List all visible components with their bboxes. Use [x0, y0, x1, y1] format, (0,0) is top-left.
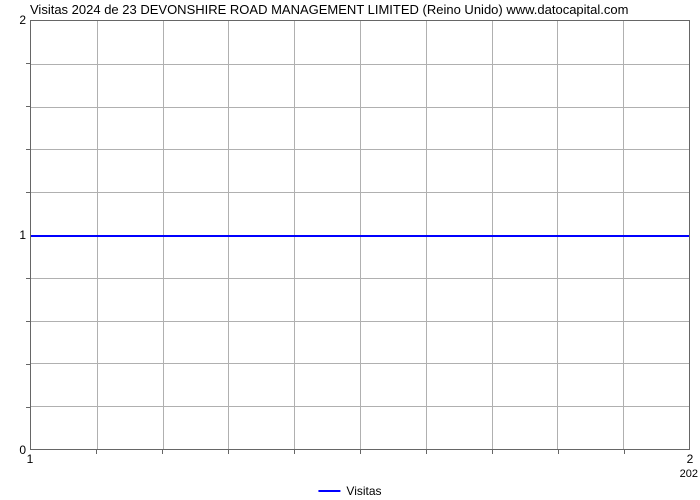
x-tick-minor — [96, 450, 97, 454]
grid-h — [31, 64, 689, 65]
series-line-visitas — [31, 235, 689, 237]
x-tick-label: 2 — [687, 452, 694, 466]
x-tick-minor — [294, 450, 295, 454]
grid-h — [31, 406, 689, 407]
x-tick-minor — [162, 450, 163, 454]
legend: Visitas — [318, 484, 381, 498]
x-tick-minor — [558, 450, 559, 454]
y-tick-label: 2 — [19, 13, 26, 27]
x-tick-minor — [360, 450, 361, 454]
y-tick-label: 0 — [19, 443, 26, 457]
x-tick-label: 1 — [27, 452, 34, 466]
x-tick-minor — [492, 450, 493, 454]
x-secondary-label: 202 — [680, 468, 698, 480]
legend-swatch — [318, 490, 340, 492]
y-tick-minor — [26, 278, 30, 279]
grid-h — [31, 321, 689, 322]
grid-h — [31, 278, 689, 279]
grid-h — [31, 149, 689, 150]
x-tick-minor — [624, 450, 625, 454]
y-tick-minor — [26, 364, 30, 365]
x-tick-minor — [228, 450, 229, 454]
y-tick-minor — [26, 106, 30, 107]
legend-label: Visitas — [346, 484, 381, 498]
y-tick-minor — [26, 407, 30, 408]
y-tick-minor — [26, 321, 30, 322]
grid-h — [31, 363, 689, 364]
y-tick-label: 1 — [19, 228, 26, 242]
chart-container: Visitas 2024 de 23 DEVONSHIRE ROAD MANAG… — [0, 0, 700, 500]
y-tick-minor — [26, 149, 30, 150]
plot-area — [30, 20, 690, 450]
y-tick-minor — [26, 63, 30, 64]
grid-h — [31, 192, 689, 193]
x-tick-minor — [426, 450, 427, 454]
chart-title: Visitas 2024 de 23 DEVONSHIRE ROAD MANAG… — [30, 2, 628, 17]
y-tick-minor — [26, 192, 30, 193]
grid-h — [31, 107, 689, 108]
